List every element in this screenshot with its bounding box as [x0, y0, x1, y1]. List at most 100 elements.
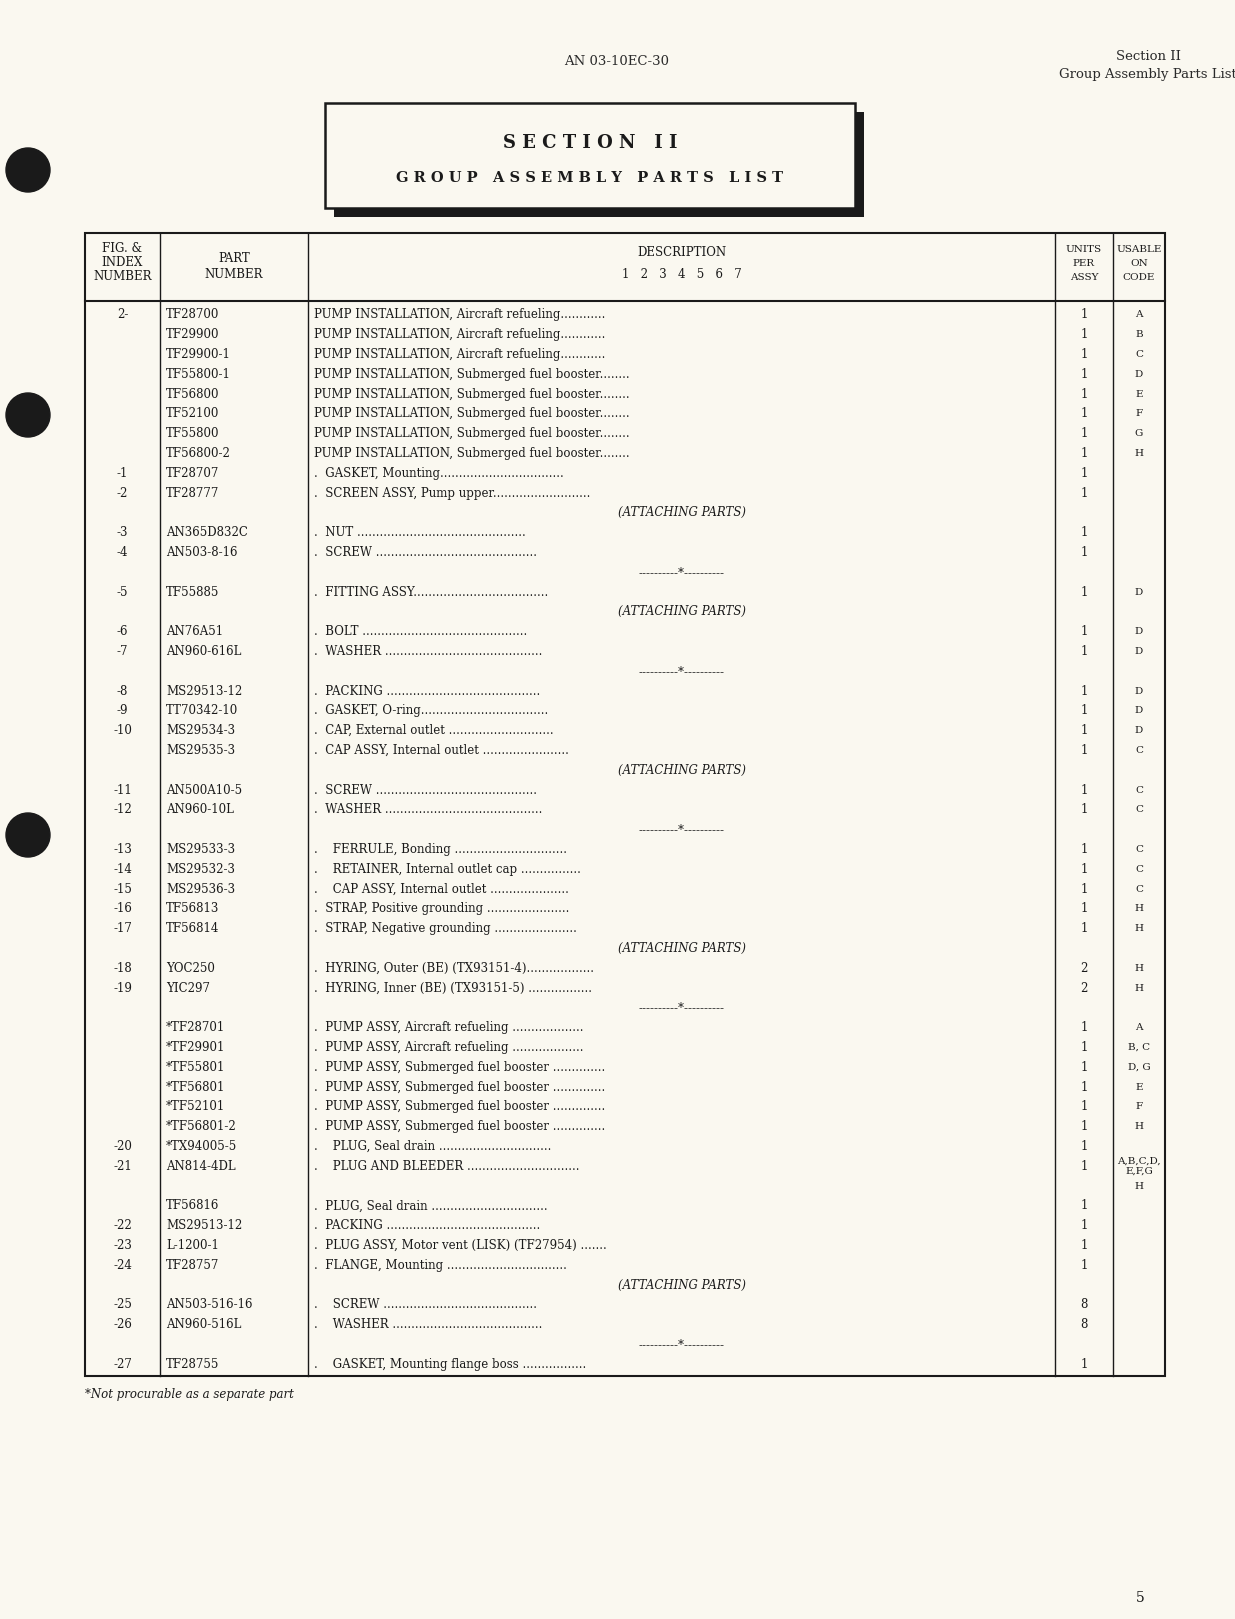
Text: TF55800: TF55800	[165, 427, 220, 440]
Text: B: B	[1135, 330, 1142, 340]
Text: 1: 1	[1081, 329, 1088, 342]
Text: 1: 1	[1081, 1041, 1088, 1054]
Text: -5: -5	[117, 586, 128, 599]
Text: 1: 1	[1081, 466, 1088, 479]
Text: 2: 2	[1081, 981, 1088, 994]
Text: AN503-8-16: AN503-8-16	[165, 546, 237, 559]
Text: .  WASHER ..........................................: . WASHER ...............................…	[314, 803, 542, 816]
Text: 1: 1	[1081, 724, 1088, 737]
Text: AN503-516-16: AN503-516-16	[165, 1298, 252, 1311]
Text: 1: 1	[1081, 685, 1088, 698]
Text: MS29513-12: MS29513-12	[165, 1219, 242, 1232]
Text: -23: -23	[114, 1239, 132, 1251]
Text: C: C	[1135, 785, 1144, 795]
Text: C: C	[1135, 884, 1144, 894]
Text: AN500A10-5: AN500A10-5	[165, 784, 242, 797]
Text: -15: -15	[114, 882, 132, 895]
Text: TF56816: TF56816	[165, 1200, 220, 1213]
Text: .  PLUG, Seal drain ...............................: . PLUG, Seal drain .....................…	[314, 1200, 547, 1213]
Text: D: D	[1135, 686, 1144, 696]
Text: .  PUMP ASSY, Aircraft refueling ...................: . PUMP ASSY, Aircraft refueling ........…	[314, 1041, 583, 1054]
Text: FIG. &: FIG. &	[103, 243, 142, 256]
Text: 1: 1	[1081, 745, 1088, 758]
Text: .    CAP ASSY, Internal outlet .....................: . CAP ASSY, Internal outlet ............…	[314, 882, 569, 895]
Text: 8: 8	[1081, 1298, 1088, 1311]
Text: -2: -2	[117, 487, 128, 500]
Text: .    RETAINER, Internal outlet cap ................: . RETAINER, Internal outlet cap ........…	[314, 863, 580, 876]
Text: 1: 1	[1081, 803, 1088, 816]
Text: A,B,C,D,
E,F,G: A,B,C,D, E,F,G	[1118, 1156, 1161, 1175]
Text: .    WASHER ........................................: . WASHER ...............................…	[314, 1318, 542, 1331]
Text: *TF56801-2: *TF56801-2	[165, 1120, 237, 1133]
Text: PUMP INSTALLATION, Aircraft refueling............: PUMP INSTALLATION, Aircraft refueling...…	[314, 308, 605, 322]
Text: TF28755: TF28755	[165, 1358, 220, 1371]
Text: 1: 1	[1081, 1239, 1088, 1251]
Text: .  PLUG ASSY, Motor vent (LISK) (TF27954) .......: . PLUG ASSY, Motor vent (LISK) (TF27954)…	[314, 1239, 606, 1251]
Text: .    PLUG, Seal drain ..............................: . PLUG, Seal drain .....................…	[314, 1140, 551, 1153]
Text: .  BOLT ............................................: . BOLT .................................…	[314, 625, 527, 638]
Text: .  CAP, External outlet ............................: . CAP, External outlet .................…	[314, 724, 553, 737]
Text: -25: -25	[114, 1298, 132, 1311]
Text: C: C	[1135, 746, 1144, 754]
Text: 1: 1	[1081, 1159, 1088, 1172]
Text: .  HYRING, Inner (BE) (TX93151-5) .................: . HYRING, Inner (BE) (TX93151-5) .......…	[314, 981, 592, 994]
Text: ON: ON	[1130, 259, 1147, 267]
Text: 1: 1	[1081, 625, 1088, 638]
Text: *TF55801: *TF55801	[165, 1060, 225, 1073]
Text: C: C	[1135, 845, 1144, 853]
Text: 2: 2	[1081, 962, 1088, 975]
Text: INDEX: INDEX	[101, 256, 143, 269]
Text: .    SCREW .........................................: . SCREW ................................…	[314, 1298, 537, 1311]
Text: 1: 1	[1081, 882, 1088, 895]
Text: .  PUMP ASSY, Submerged fuel booster ..............: . PUMP ASSY, Submerged fuel booster ....…	[314, 1101, 605, 1114]
Text: -16: -16	[114, 902, 132, 915]
Text: AN814-4DL: AN814-4DL	[165, 1159, 236, 1172]
Text: A: A	[1135, 1023, 1142, 1033]
Text: 1: 1	[1081, 863, 1088, 876]
Text: TF56800: TF56800	[165, 387, 220, 400]
Text: TT70342-10: TT70342-10	[165, 704, 238, 717]
Text: .  PACKING .........................................: . PACKING ..............................…	[314, 1219, 540, 1232]
Text: CODE: CODE	[1123, 272, 1155, 282]
Text: 1: 1	[1081, 902, 1088, 915]
Text: YOC250: YOC250	[165, 962, 215, 975]
Text: AN 03-10EC-30: AN 03-10EC-30	[564, 55, 669, 68]
Text: .    FERRULE, Bonding ..............................: . FERRULE, Bonding .....................…	[314, 843, 567, 856]
Text: 1: 1	[1081, 1200, 1088, 1213]
Text: -20: -20	[114, 1140, 132, 1153]
Text: UNITS: UNITS	[1066, 244, 1102, 254]
Text: TF56800-2: TF56800-2	[165, 447, 231, 460]
Text: 1: 1	[1081, 586, 1088, 599]
Text: -19: -19	[114, 981, 132, 994]
Text: .  PUMP ASSY, Submerged fuel booster ..............: . PUMP ASSY, Submerged fuel booster ....…	[314, 1120, 605, 1133]
Text: DESCRIPTION: DESCRIPTION	[637, 246, 726, 259]
Text: MS29535-3: MS29535-3	[165, 745, 235, 758]
Text: AN76A51: AN76A51	[165, 625, 224, 638]
Text: D, G: D, G	[1128, 1062, 1150, 1072]
Text: NUMBER: NUMBER	[94, 270, 152, 283]
Text: 1: 1	[1081, 1260, 1088, 1273]
Text: TF52100: TF52100	[165, 408, 220, 421]
Text: D: D	[1135, 627, 1144, 636]
Text: Section II: Section II	[1115, 50, 1181, 63]
Text: H: H	[1135, 1182, 1144, 1190]
Text: .  PUMP ASSY, Aircraft refueling ...................: . PUMP ASSY, Aircraft refueling ........…	[314, 1022, 583, 1035]
Bar	[333, 112, 864, 217]
Text: (ATTACHING PARTS): (ATTACHING PARTS)	[618, 507, 746, 520]
Text: *TX94005-5: *TX94005-5	[165, 1140, 237, 1153]
Text: 1: 1	[1081, 1022, 1088, 1035]
Text: -6: -6	[117, 625, 128, 638]
Text: -22: -22	[114, 1219, 132, 1232]
Text: ----------*----------: ----------*----------	[638, 565, 725, 580]
Text: .  GASKET, Mounting.................................: . GASKET, Mounting......................…	[314, 466, 563, 479]
Text: MS29534-3: MS29534-3	[165, 724, 235, 737]
Text: (ATTACHING PARTS): (ATTACHING PARTS)	[618, 606, 746, 618]
Text: E: E	[1135, 390, 1142, 398]
Text: 1: 1	[1081, 923, 1088, 936]
Circle shape	[6, 147, 49, 193]
Text: 1: 1	[1081, 1101, 1088, 1114]
Text: H: H	[1135, 448, 1144, 458]
Text: 1   2   3   4   5   6   7: 1 2 3 4 5 6 7	[621, 269, 741, 282]
Text: (ATTACHING PARTS): (ATTACHING PARTS)	[618, 942, 746, 955]
Text: 1: 1	[1081, 368, 1088, 380]
